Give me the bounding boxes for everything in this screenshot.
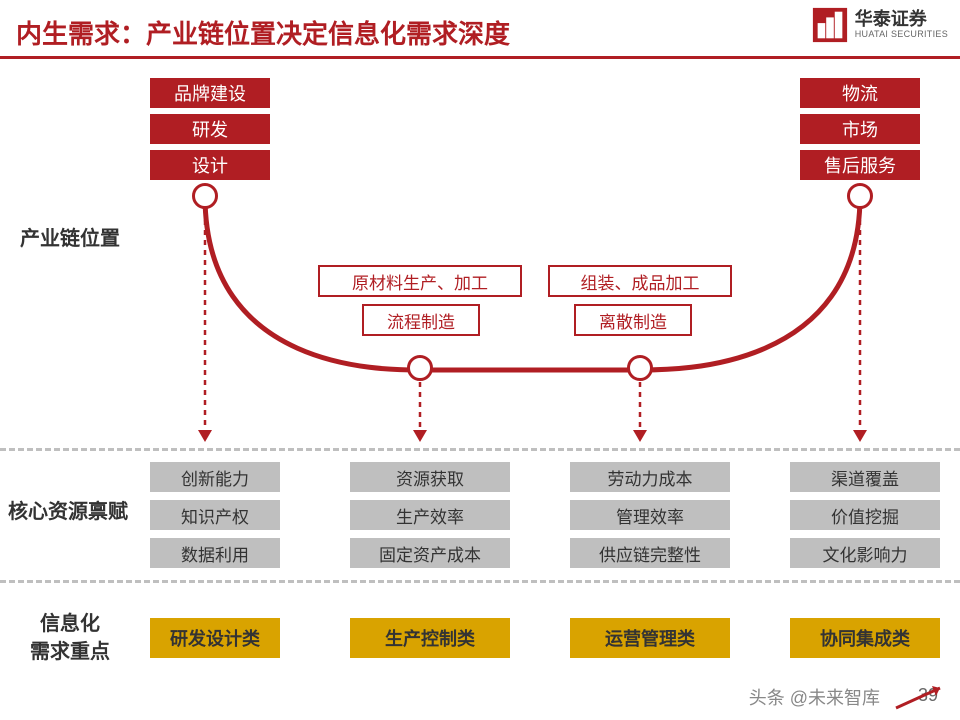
yellow-0: 研发设计类: [150, 618, 280, 658]
grey-0-3: 渠道覆盖: [790, 462, 940, 492]
arrow-head-1: [198, 430, 212, 442]
chain-left-1: 研发: [150, 114, 270, 144]
chain-right-1: 市场: [800, 114, 920, 144]
mid-left-0: 原材料生产、加工: [318, 265, 522, 297]
label-chain: 产业链位置: [20, 225, 120, 253]
grey-2-0: 数据利用: [150, 538, 280, 568]
dashed-arrows: [0, 0, 960, 460]
label-it: 信息化 需求重点: [30, 610, 110, 666]
chain-left-0: 品牌建设: [150, 78, 270, 108]
grey-2-3: 文化影响力: [790, 538, 940, 568]
grey-0-1: 资源获取: [350, 462, 510, 492]
grey-2-1: 固定资产成本: [350, 538, 510, 568]
mid-right-1: 离散制造: [574, 304, 692, 336]
grey-2-2: 供应链完整性: [570, 538, 730, 568]
grey-0-0: 创新能力: [150, 462, 280, 492]
arrow-head-3: [633, 430, 647, 442]
yellow-2: 运营管理类: [570, 618, 730, 658]
yellow-1: 生产控制类: [350, 618, 510, 658]
separator-2: [0, 580, 960, 583]
chain-right-2: 售后服务: [800, 150, 920, 180]
mid-left-1: 流程制造: [362, 304, 480, 336]
chain-left-2: 设计: [150, 150, 270, 180]
arrow-head-4: [853, 430, 867, 442]
grey-0-2: 劳动力成本: [570, 462, 730, 492]
grey-1-3: 价值挖掘: [790, 500, 940, 530]
yellow-3: 协同集成类: [790, 618, 940, 658]
grey-1-2: 管理效率: [570, 500, 730, 530]
separator-1: [0, 448, 960, 451]
mid-right-0: 组装、成品加工: [548, 265, 732, 297]
grey-1-1: 生产效率: [350, 500, 510, 530]
label-core: 核心资源禀赋: [8, 498, 128, 526]
arrow-head-2: [413, 430, 427, 442]
corner-arrow-icon: [892, 682, 952, 712]
watermark: 头条 @未来智库: [749, 684, 880, 710]
chain-right-0: 物流: [800, 78, 920, 108]
grey-1-0: 知识产权: [150, 500, 280, 530]
